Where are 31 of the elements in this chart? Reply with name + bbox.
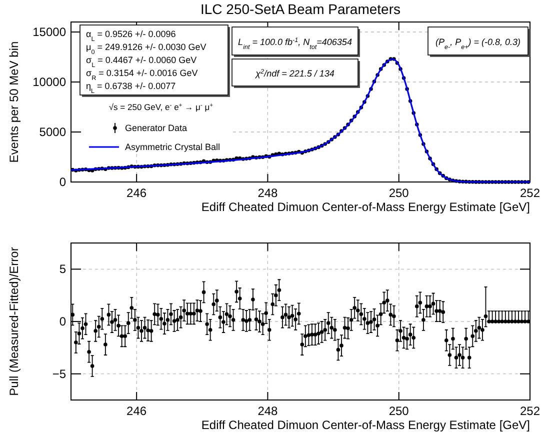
x-tick-label: 246 (126, 186, 147, 200)
y-axis-title: Pull (Measured-Fitted)/Error (7, 247, 21, 396)
annotation: α$_{L}$ = 0.9526 +/- 0.0096 (86, 29, 176, 42)
x-tick-label: 250 (388, 186, 410, 200)
x-tick-label: 250 (388, 404, 410, 418)
annotation: L$_{int}$ = 100.0 fb$^{-1}$, N$_{tot}$=406354 (238, 36, 352, 50)
y-tick-label: 5 (59, 262, 66, 276)
x-axis-title: Ediff Cheated Dimuon Center-of-Mass Energy Estimate [GeV] (201, 418, 530, 432)
x-tick-label: 248 (258, 186, 278, 200)
y-axis-title: Events per 50 MeV bin (7, 41, 21, 163)
annotation: η$_{L}$ = 0.6738 +/- 0.0077 (86, 81, 176, 94)
legend-label: Generator Data (125, 123, 188, 133)
y-tick-label: 0 (59, 175, 66, 189)
annotation: σ$_{L}$ = 0.4467 +/- 0.0060 GeV (86, 55, 197, 68)
y-tick-label: −5 (52, 366, 66, 381)
y-tick-label: 10000 (32, 75, 66, 89)
x-axis-title: Ediff Cheated Dimuon Center-of-Mass Energy Estimate [GeV] (201, 200, 530, 214)
y-tick-label: 15000 (32, 25, 66, 39)
annotation: σ$_{R}$ = 0.3154 +/- 0.0016 GeV (86, 68, 198, 82)
annotation: χ$^{2}$/ndf = 221.5 / 134 (254, 68, 334, 78)
legend-title: √s = 250 GeV, e$^{-}$ e$^{+}$ → μ$^{-}$ μ$^{+}$ (108, 102, 214, 112)
annotation: μ$_{0}$ = 249.9126 +/- 0.0030 GeV (86, 42, 206, 56)
x-tick-label: 248 (258, 404, 278, 418)
annotation: (P$_{e-}$, P$_{e+}$) = (-0.8, 0.3) (435, 37, 521, 50)
x-tick-label: 252 (520, 186, 540, 200)
chart-title: ILC 250-SetA Beam Parameters (200, 1, 400, 17)
legend-label: Asymmetric Crystal Ball (125, 142, 220, 152)
x-tick-label: 246 (126, 404, 147, 418)
x-tick-label: 252 (520, 404, 540, 418)
y-tick-label: 5000 (39, 125, 66, 139)
y-tick-label: 0 (59, 314, 66, 328)
